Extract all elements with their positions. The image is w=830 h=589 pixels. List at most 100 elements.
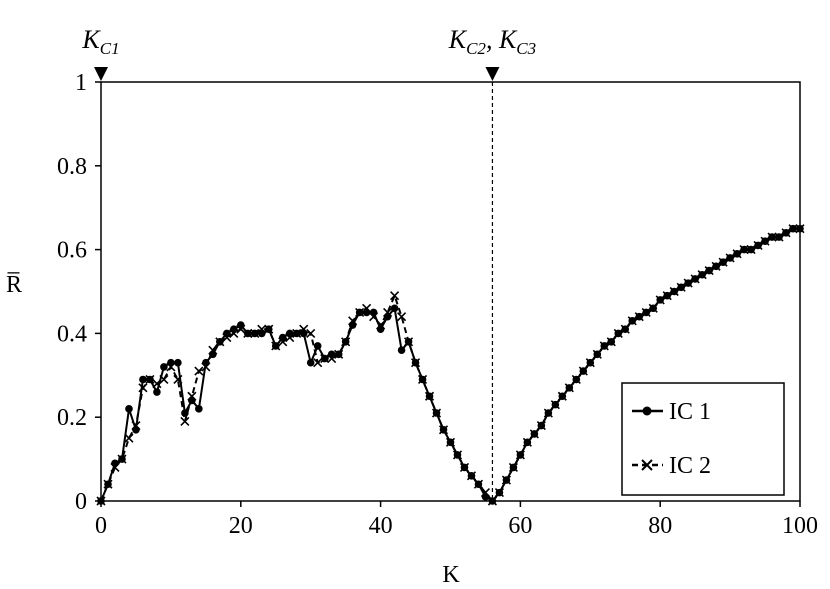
data-point-ic2 bbox=[480, 488, 491, 498]
critical-coupling-marker bbox=[485, 67, 500, 81]
data-point-ic2 bbox=[774, 232, 784, 242]
x-axis-label: K bbox=[442, 562, 460, 588]
data-point-ic2 bbox=[704, 265, 714, 276]
y-tick-label: 0.2 bbox=[57, 405, 87, 431]
data-point-ic2 bbox=[620, 324, 630, 334]
data-point-ic2 bbox=[390, 291, 400, 301]
data-point-ic2 bbox=[690, 274, 700, 284]
data-point-ic2 bbox=[529, 429, 539, 439]
data-point-ic1 bbox=[390, 304, 399, 313]
data-point-ic1 bbox=[153, 388, 161, 396]
data-point-ic2 bbox=[215, 337, 225, 347]
data-point-ic2 bbox=[320, 353, 330, 364]
data-point-ic2 bbox=[592, 349, 602, 359]
y-tick-label: 0.8 bbox=[57, 154, 87, 180]
data-point-ic2 bbox=[278, 337, 288, 347]
data-point-ic2 bbox=[417, 374, 428, 385]
data-point-ic2 bbox=[159, 374, 169, 385]
data-point-ic2 bbox=[501, 475, 511, 485]
data-point-ic2 bbox=[655, 295, 665, 305]
data-point-ic2 bbox=[362, 303, 372, 313]
critical-coupling-label: KC2, KC3 bbox=[448, 25, 536, 58]
data-point-ic2 bbox=[355, 307, 365, 318]
data-point-ic2 bbox=[257, 324, 267, 334]
y-tick-label: 1 bbox=[75, 70, 87, 96]
critical-coupling-marker bbox=[94, 67, 108, 81]
data-point-ic2 bbox=[243, 328, 253, 338]
data-point-ic2 bbox=[564, 383, 574, 393]
data-point-ic2 bbox=[173, 374, 183, 385]
data-point-ic2 bbox=[236, 324, 246, 334]
data-point-ic2 bbox=[229, 328, 239, 338]
y-axis-label: R̅ bbox=[6, 272, 22, 298]
data-point-ic2 bbox=[299, 324, 309, 334]
data-point-ic2 bbox=[376, 320, 386, 330]
data-point-ic2 bbox=[669, 286, 679, 297]
data-point-ic2 bbox=[634, 312, 644, 322]
data-point-ic2 bbox=[222, 333, 232, 343]
y-tick-label: 0.6 bbox=[57, 238, 87, 264]
data-point-ic2 bbox=[110, 462, 120, 473]
data-point-ic2 bbox=[250, 328, 260, 338]
data-point-ic2 bbox=[718, 257, 728, 267]
data-point-ic2 bbox=[166, 362, 176, 372]
data-point-ic1 bbox=[139, 375, 147, 384]
data-point-ic2 bbox=[334, 349, 344, 359]
legend: IC 1 IC 2 bbox=[621, 382, 785, 496]
data-point-ic2 bbox=[536, 421, 546, 431]
data-point-ic2 bbox=[543, 408, 553, 418]
data-point-ic2 bbox=[124, 433, 134, 443]
data-point-ic2 bbox=[194, 366, 204, 376]
data-point-ic2 bbox=[473, 479, 484, 489]
y-tick-label: 0 bbox=[75, 489, 87, 515]
data-point-ic2 bbox=[725, 253, 735, 263]
data-point-ic2 bbox=[487, 496, 498, 506]
data-point-ic2 bbox=[145, 374, 155, 385]
data-point-ic2 bbox=[208, 345, 218, 355]
data-point-ic2 bbox=[585, 358, 595, 368]
data-point-ic2 bbox=[341, 337, 351, 347]
data-point-ic2 bbox=[187, 391, 197, 401]
data-point-ic2 bbox=[508, 462, 518, 473]
data-point-ic2 bbox=[452, 450, 463, 460]
legend-box bbox=[621, 382, 785, 496]
data-point-ic2 bbox=[557, 391, 567, 401]
data-point-ic2 bbox=[732, 249, 742, 259]
data-point-ic2 bbox=[306, 328, 316, 338]
data-point-ic2 bbox=[431, 408, 442, 418]
data-point-ic1 bbox=[160, 363, 168, 371]
data-point-ic2 bbox=[327, 353, 337, 364]
data-point-ic2 bbox=[599, 341, 609, 351]
critical-coupling-label: KC1 bbox=[81, 25, 119, 58]
data-point-ic2 bbox=[697, 270, 707, 280]
data-point-ic2 bbox=[348, 316, 358, 326]
data-point-ic2 bbox=[438, 425, 449, 435]
data-point-ic2 bbox=[676, 282, 686, 292]
data-point-ic2 bbox=[648, 303, 658, 313]
data-point-ic2 bbox=[494, 488, 504, 498]
data-point-ic2 bbox=[459, 462, 470, 473]
x-tick-label: 0 bbox=[95, 513, 107, 539]
x-tick-label: 80 bbox=[648, 513, 672, 539]
legend-label-ic2: IC 2 bbox=[669, 453, 711, 479]
data-point-ic2 bbox=[131, 421, 141, 431]
data-point-ic2 bbox=[767, 232, 777, 242]
data-point-ic2 bbox=[369, 312, 379, 322]
data-point-ic2 bbox=[103, 479, 113, 489]
data-point-ic2 bbox=[753, 240, 763, 250]
plot-area-frame bbox=[100, 81, 801, 502]
data-point-ic1 bbox=[174, 358, 182, 367]
data-point-ic2 bbox=[383, 307, 393, 318]
data-point-ic1 bbox=[306, 358, 315, 367]
data-point-ic2 bbox=[522, 437, 532, 447]
data-point-ic2 bbox=[795, 224, 805, 234]
legend-label-ic1: IC 1 bbox=[669, 399, 711, 425]
data-point-ic2 bbox=[466, 471, 477, 481]
data-point-ic2 bbox=[662, 291, 672, 301]
data-point-ic2 bbox=[397, 312, 407, 322]
data-point-ic2 bbox=[746, 245, 756, 255]
data-point-ic2 bbox=[578, 366, 588, 376]
x-tick-label: 60 bbox=[508, 513, 532, 539]
legend-marker-ic1 bbox=[642, 406, 652, 416]
data-point-ic2 bbox=[285, 333, 295, 343]
